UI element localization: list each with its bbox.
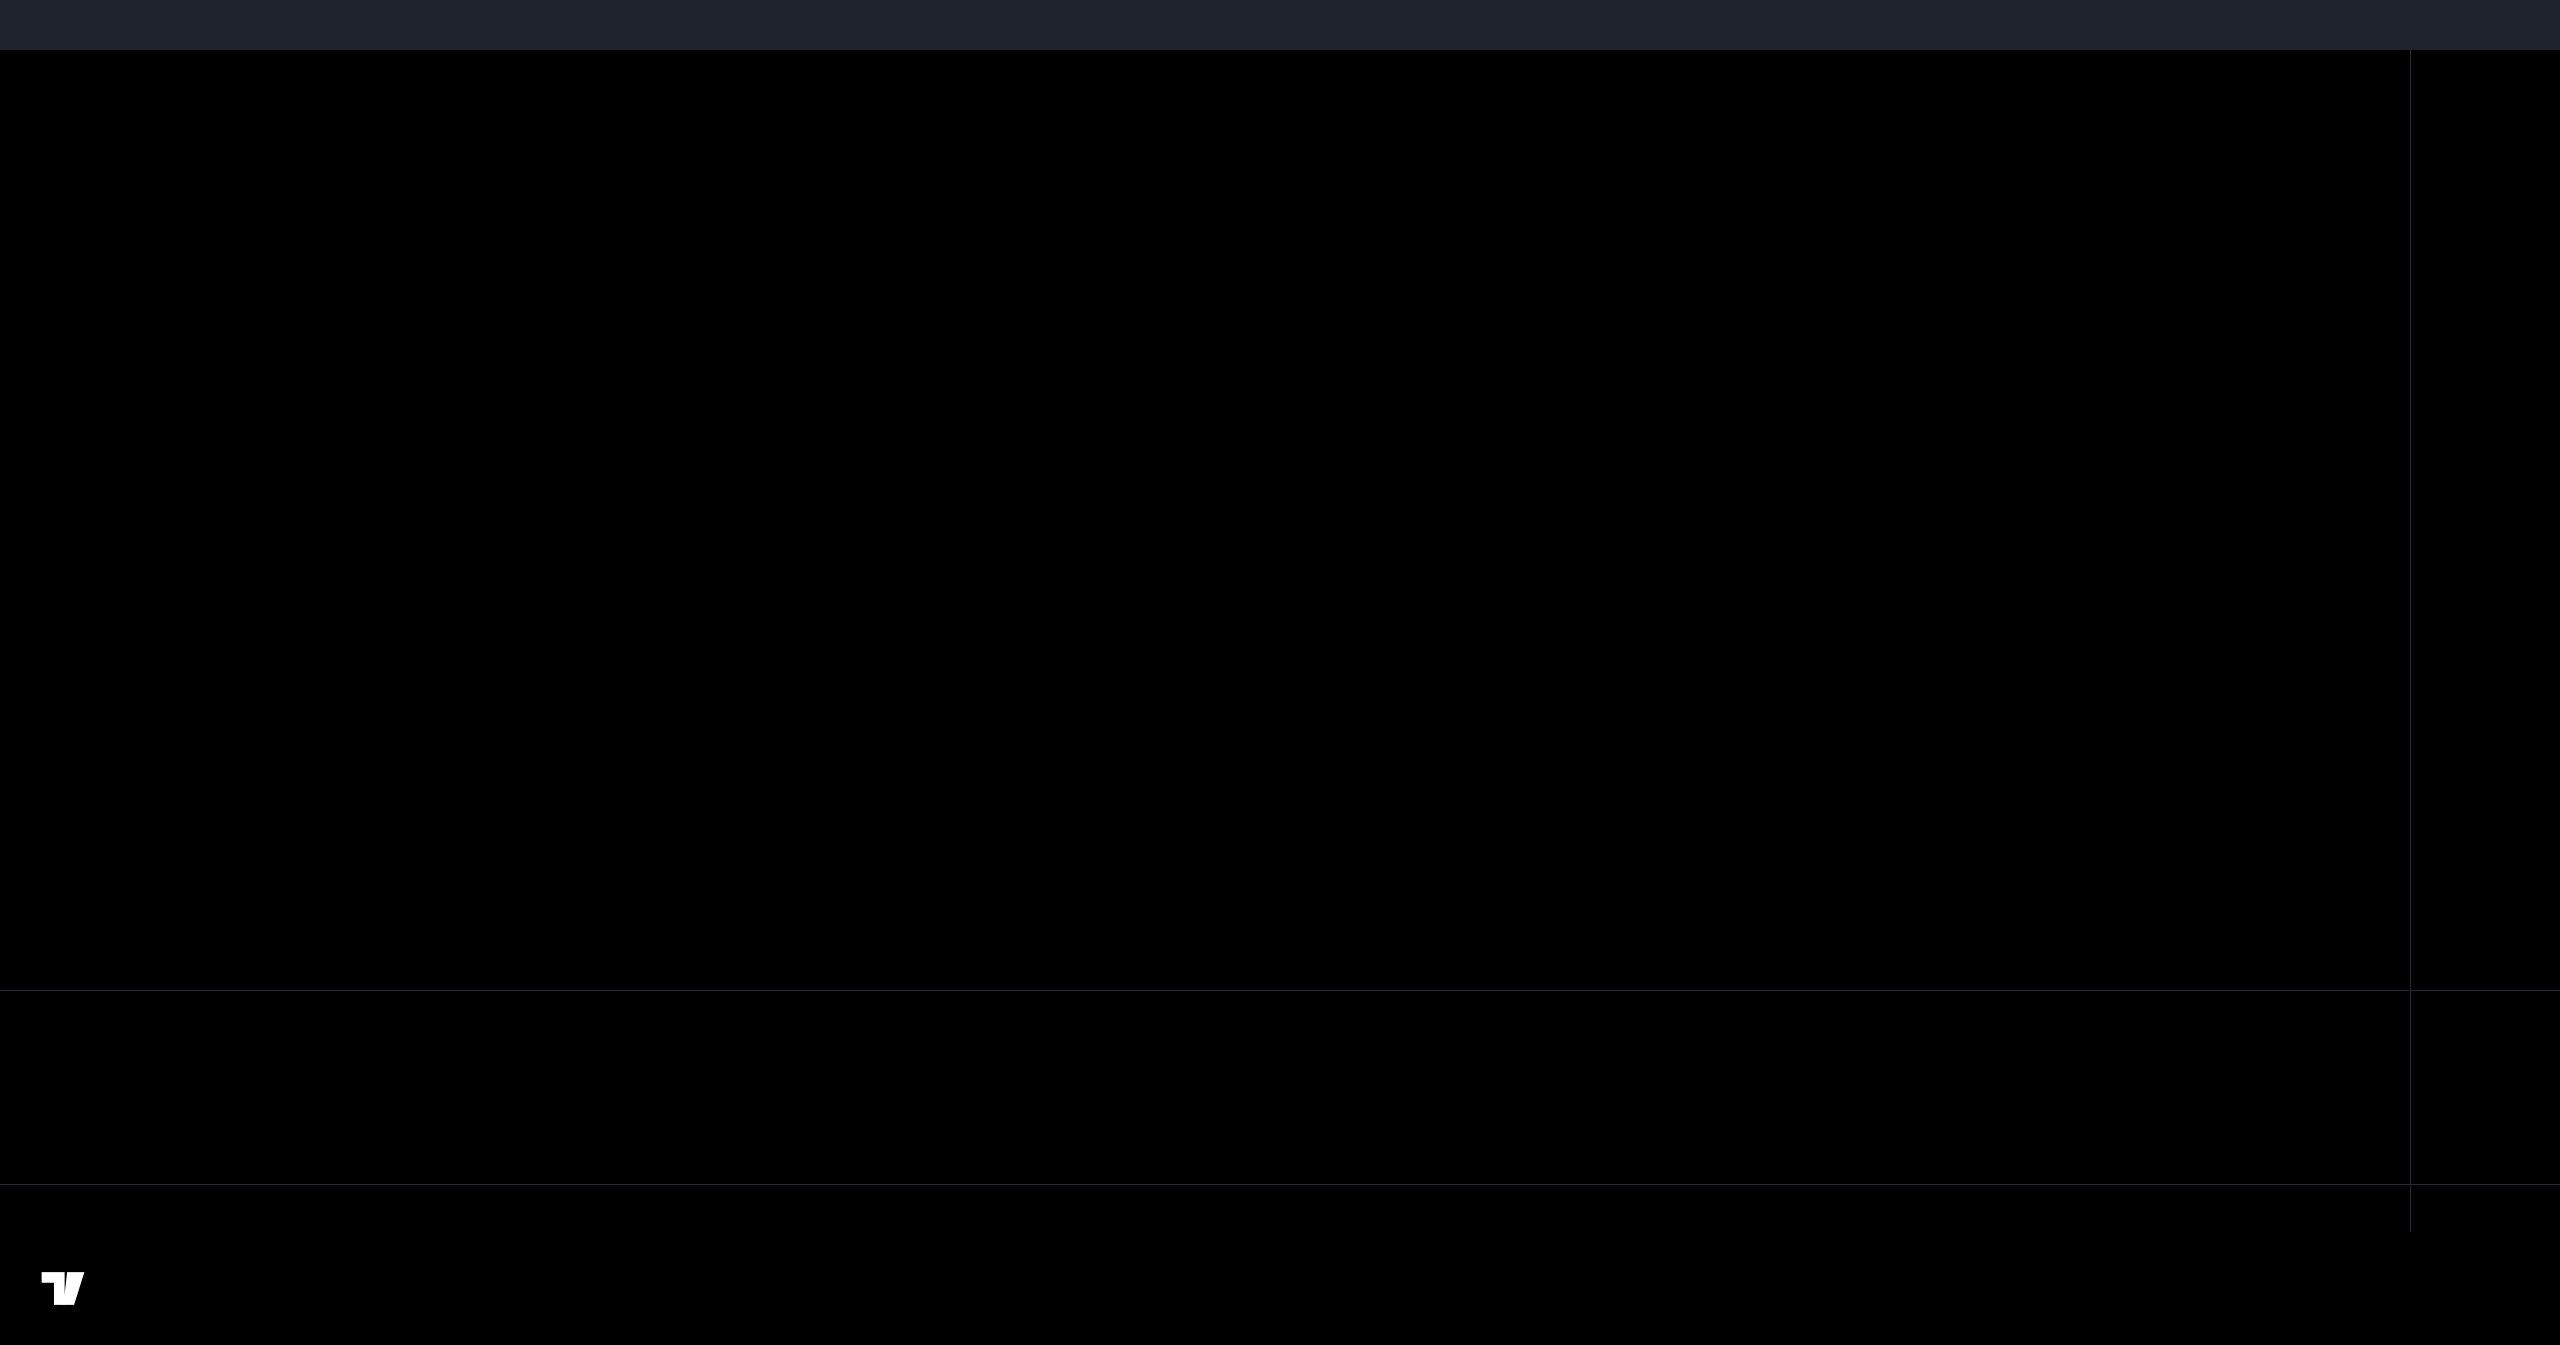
attribution-bar <box>0 0 2560 50</box>
time-axis-divider <box>0 1184 2560 1185</box>
pane-divider <box>0 990 2560 991</box>
rsi-chart-canvas[interactable] <box>0 990 2410 1184</box>
price-axis-border <box>2410 50 2411 1232</box>
last-price-badge <box>2412 0 2516 11</box>
quote-currency-badge <box>2423 61 2455 77</box>
footer <box>0 1232 2560 1345</box>
price-chart-canvas[interactable] <box>0 50 2410 990</box>
tradingview-logo-icon[interactable] <box>40 1270 86 1307</box>
rsi-value <box>2379 0 2401 10</box>
price-axis[interactable] <box>2410 50 2560 1184</box>
rsi-label <box>2352 0 2374 10</box>
time-axis[interactable] <box>0 1184 2410 1232</box>
rsi-value-badge <box>2352 0 2401 10</box>
